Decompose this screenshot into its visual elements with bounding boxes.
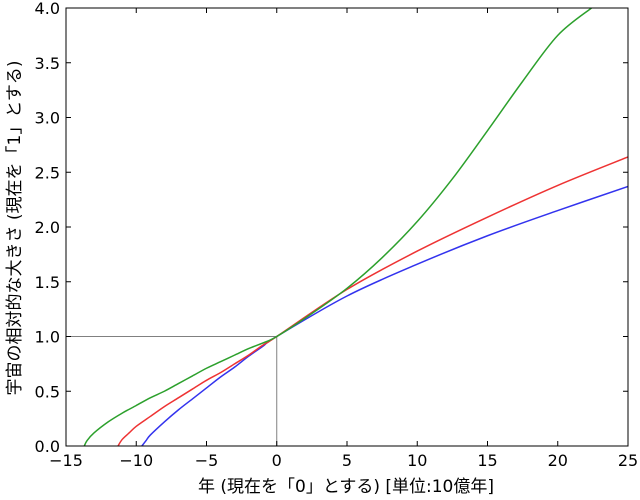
plot-area	[65, 7, 629, 447]
x-tick-label: −15	[49, 451, 83, 470]
y-tick-label: 3.5	[35, 54, 60, 73]
x-tick-label: 10	[407, 451, 427, 470]
x-axis-label: 年 (現在を「0」とする) [単位:10億年]	[198, 477, 494, 497]
x-tick-label: 5	[342, 451, 352, 470]
series-line-2	[117, 156, 628, 446]
series-line-1	[141, 185, 628, 446]
y-tick-label: 2.5	[35, 163, 60, 182]
y-tick-label: 0.5	[35, 382, 60, 401]
plot-frame	[65, 7, 629, 447]
y-tick-label: 1.5	[35, 273, 60, 292]
y-tick-label: 4.0	[35, 0, 60, 18]
y-tick-label: 3.0	[35, 109, 60, 128]
axis-ticks: −15 −10 −5 0 5 10 15 20 25 0.0 0.5 1.0 1.5 2.0 2.5 3.0 3…	[35, 0, 639, 470]
x-tick-label: −10	[119, 451, 153, 470]
x-tick-label: 15	[477, 451, 497, 470]
y-tick-label: 1.0	[35, 328, 60, 347]
series-line-3	[83, 8, 592, 446]
series-group	[83, 8, 628, 446]
y-tick-label: 2.0	[35, 218, 60, 237]
x-tick-label: 25	[618, 451, 638, 470]
x-tick-label: 0	[272, 451, 282, 470]
y-axis-label: 宇宙の相対的な大きさ (現在を「1」とする)	[5, 61, 25, 396]
x-tick-label: 20	[548, 451, 568, 470]
y-tick-label: 0.0	[35, 437, 60, 456]
x-tick-label: −5	[195, 451, 219, 470]
